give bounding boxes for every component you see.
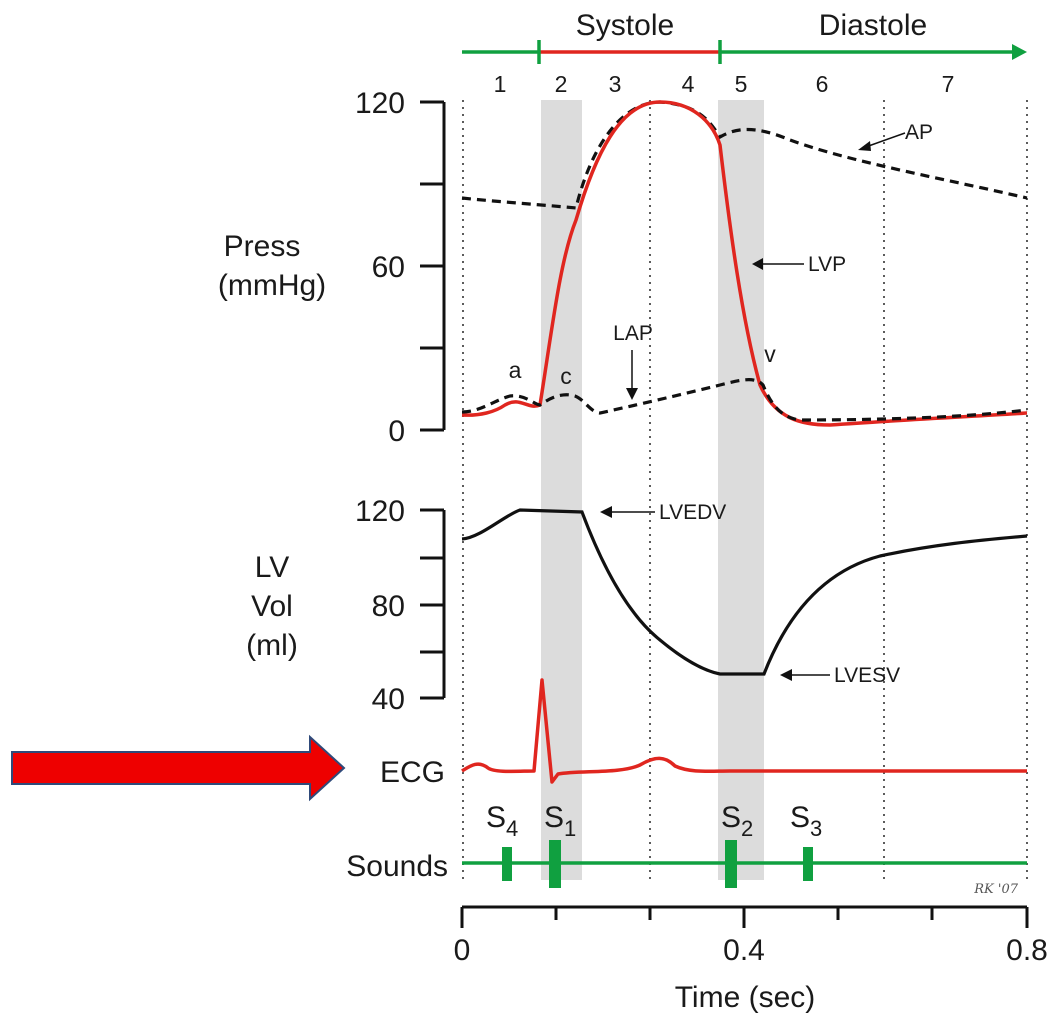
pressure-tick: 60 (372, 251, 405, 284)
time-tick: 0 (454, 934, 471, 967)
lap-label: LAP (613, 322, 653, 345)
s3-label: S3 (790, 801, 822, 841)
pressure-axis-label: Press (224, 230, 301, 263)
pressure-axis-unit: (mmHg) (218, 269, 326, 302)
s2-label: S2 (721, 801, 753, 841)
phase-number: 3 (609, 71, 622, 97)
phase-number: 1 (494, 71, 507, 97)
systole-label: Systole (576, 9, 674, 42)
ap-label: AP (905, 121, 933, 144)
s1-sound-mark (549, 840, 561, 888)
a-wave-label: a (509, 357, 522, 383)
v-wave-label: v (764, 341, 776, 367)
pressure-tick: 0 (388, 415, 405, 448)
volume-axis-unit: (ml) (246, 629, 298, 662)
sounds-label: Sounds (346, 850, 448, 883)
time-axis-label: Time (sec) (675, 981, 816, 1014)
time-tick: 0.4 (723, 934, 765, 967)
volume-axis-label: Vol (251, 590, 293, 623)
pressure-tick: 120 (355, 87, 405, 120)
volume-tick: 80 (372, 590, 405, 623)
la-pressure-curve (461, 378, 1028, 422)
lv-volume-curve (461, 508, 1028, 676)
phase-number: 2 (555, 71, 568, 97)
ecg-trace (461, 678, 1027, 784)
s4-label: S4 (486, 801, 518, 841)
phase-bar (462, 40, 1027, 64)
volume-axis-label: LV (255, 551, 289, 584)
pressure-axis (420, 100, 446, 432)
c-wave-label: c (560, 363, 572, 389)
ecg-pointer-arrow (11, 734, 346, 802)
ecg-label: ECG (380, 756, 445, 789)
isovolumetric-relaxation-band (718, 100, 764, 880)
author-signature: RK '07 (973, 882, 1018, 897)
s3-sound-mark (803, 847, 813, 881)
s1-label: S1 (544, 801, 576, 841)
volume-axis (420, 508, 446, 700)
volume-tick: 40 (372, 683, 405, 716)
s2-sound-mark (725, 840, 737, 888)
time-tick: 0.8 (1006, 934, 1048, 967)
s4-sound-mark (502, 847, 512, 881)
lvedv-label: LVEDV (659, 501, 726, 524)
phase-number: 5 (735, 71, 748, 97)
volume-tick: 120 (355, 495, 405, 528)
lvesv-label: LVESV (834, 664, 900, 687)
time-axis (460, 905, 1029, 928)
phase-numbers: 1 2 3 4 5 6 7 (494, 71, 955, 97)
lvp-label: LVP (808, 253, 846, 276)
diastole-label: Diastole (819, 9, 927, 42)
phase-number: 7 (942, 71, 955, 97)
phase-number: 6 (816, 71, 829, 97)
phase-number: 4 (682, 71, 695, 97)
